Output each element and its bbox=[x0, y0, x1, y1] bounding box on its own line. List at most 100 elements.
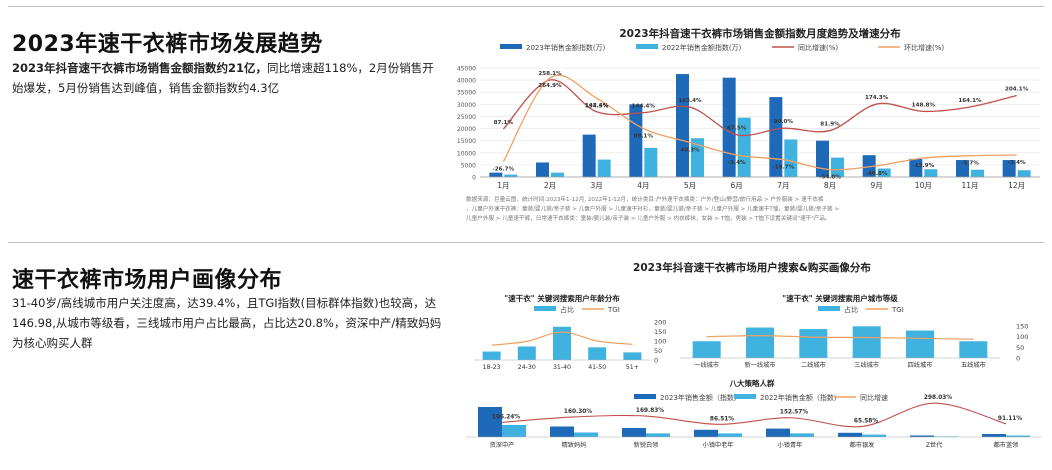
trend-yoy-label: 258.1% bbox=[538, 71, 562, 77]
trend-ytick: 35000 bbox=[457, 90, 476, 97]
trend-bar-2023 bbox=[489, 172, 503, 177]
city-ytick: 50 bbox=[1016, 344, 1024, 352]
profile-chart-title: 2023年抖音速干衣裤市场用户搜索&购买画像分布 bbox=[633, 261, 871, 274]
city-xtick: 五线城市 bbox=[961, 361, 986, 369]
age-legend-share-label: 占比 bbox=[560, 305, 574, 314]
trend-bar-2022 bbox=[597, 159, 611, 177]
groups-growth-label: 86.51% bbox=[710, 416, 734, 422]
section2-title: 速干衣裤市场用户画像分布 bbox=[12, 268, 283, 293]
groups-growth-label: 169.83% bbox=[636, 408, 664, 414]
trend-source-note: 数据来源：巨量云图，统计时间:2023年1-12月, 2022年1-12月，统计… bbox=[466, 195, 824, 203]
age-xtick: 41-50 bbox=[588, 364, 606, 371]
legend-2023-label: 2023年销售金额指数(万) bbox=[526, 43, 606, 52]
groups-xtick: Z世代 bbox=[926, 441, 943, 449]
trend-yoy-label: 147.4% bbox=[585, 103, 609, 109]
groups-chart-subtitle: 八大策略人群 bbox=[729, 378, 775, 388]
groups-xtick: 都市蓝领 bbox=[994, 441, 1019, 449]
trend-xtick: 10月 bbox=[915, 181, 932, 190]
groups-bar-2023 bbox=[982, 434, 1006, 437]
trend-mom-label: -3.4% bbox=[1008, 160, 1026, 166]
age-legend-share-swatch bbox=[534, 306, 556, 311]
trend-mom-label: -40.8% bbox=[866, 171, 888, 177]
city-ytick: 0 bbox=[1016, 355, 1020, 363]
groups-bar-2023 bbox=[550, 426, 574, 437]
city-legend-tgi-label: TGI bbox=[891, 306, 904, 314]
trend-xtick: 12月 bbox=[1008, 181, 1025, 190]
trend-xtick: 3月 bbox=[591, 181, 603, 190]
trend-ytick: 25000 bbox=[457, 114, 476, 121]
groups-growth-label: 152.57% bbox=[780, 410, 808, 416]
trend-xtick: 5月 bbox=[684, 181, 696, 190]
city-chart-subtitle: "速干衣" 关键词搜索用户城市等级 bbox=[782, 293, 898, 303]
city-bar bbox=[959, 341, 988, 358]
city-bar bbox=[692, 341, 721, 358]
trend-ytick: 15000 bbox=[457, 138, 476, 145]
groups-bar-2023 bbox=[910, 435, 934, 437]
trend-ytick: 5000 bbox=[461, 162, 476, 169]
trend-mom-label: -5.7% bbox=[961, 161, 979, 167]
trend-bar-2022 bbox=[1017, 170, 1031, 177]
trend-bar-2022 bbox=[691, 138, 704, 177]
trend-yoy-label: 81.9% bbox=[820, 122, 840, 128]
trend-bar-2023 bbox=[676, 74, 689, 177]
trend-bar-2023 bbox=[536, 162, 549, 177]
groups-growth-line bbox=[501, 402, 1007, 428]
groups-xtick: 都市银发 bbox=[850, 441, 875, 449]
trend-mom-line bbox=[502, 74, 1017, 171]
age-xtick: 31-40 bbox=[553, 364, 571, 371]
age-ytick: 100 bbox=[654, 338, 666, 346]
age-bar bbox=[553, 326, 571, 360]
trend-bar-2023 bbox=[1002, 160, 1016, 177]
groups-xtick: 新锐白领 bbox=[634, 441, 659, 449]
groups-growth-label: 160.30% bbox=[564, 409, 592, 415]
age-legend-tgi-label: TGI bbox=[607, 306, 620, 314]
groups-growth-label: 298.03% bbox=[924, 395, 952, 401]
trend-ytick: 10000 bbox=[457, 150, 476, 157]
trend-bar-2022 bbox=[504, 174, 518, 177]
age-xtick: 51+ bbox=[626, 364, 639, 371]
age-xtick: 24-30 bbox=[518, 364, 536, 371]
trend-bar-2023 bbox=[769, 97, 783, 177]
groups-bar-2023 bbox=[478, 407, 502, 437]
legend-2022-label: 2022年销售金额指数(万) bbox=[662, 43, 742, 52]
trend-yoy-label: 90.0% bbox=[774, 119, 794, 125]
section1-description: 2023年抖音速干衣裤市场销售金额指数约21亿，同比增速超118%，2月份销售开… bbox=[12, 58, 442, 98]
city-xtick: 一线城市 bbox=[694, 361, 719, 369]
trend-bar-2022 bbox=[644, 147, 658, 177]
trend-bar-2022 bbox=[971, 169, 984, 177]
groups-legend-2022-label: 2022年销售金额（指数） bbox=[760, 393, 841, 402]
city-legend-share-swatch bbox=[818, 306, 840, 311]
trend-bar-2022 bbox=[924, 169, 938, 177]
groups-bar-2022 bbox=[502, 425, 526, 437]
city-ytick: 100 bbox=[1016, 333, 1028, 341]
age-ytick: 50 bbox=[654, 347, 662, 355]
section2-description: 31-40岁/高线城市用户关注度高，达39.4%，且TGI指数(目标群体指数)也… bbox=[12, 296, 442, 350]
trend-ytick: 0 bbox=[472, 175, 476, 182]
city-bar bbox=[746, 327, 774, 358]
trend-yoy-label: 67.5% bbox=[727, 126, 747, 132]
groups-bar-2022 bbox=[862, 434, 886, 437]
trend-bar-2022 bbox=[737, 117, 751, 177]
legend-2023-swatch bbox=[500, 44, 522, 49]
city-bar bbox=[799, 329, 828, 358]
trend-mom-label: 40.3% bbox=[680, 147, 700, 153]
city-xtick: 二线城市 bbox=[801, 361, 826, 369]
trend-yoy-label: 148.8% bbox=[912, 102, 936, 108]
trend-bar-2022 bbox=[784, 139, 798, 177]
legend-2022-swatch bbox=[636, 44, 658, 49]
age-ytick: 150 bbox=[654, 328, 666, 336]
groups-bar-2022 bbox=[1006, 435, 1030, 437]
trend-xtick: 4月 bbox=[637, 181, 649, 190]
trend-bar-2023 bbox=[956, 160, 969, 177]
city-xtick: 新一线城市 bbox=[745, 361, 776, 369]
city-xtick: 四线城市 bbox=[908, 361, 933, 369]
trend-mom-label: -54.0% bbox=[819, 175, 841, 181]
trend-yoy-label: 164.1% bbox=[958, 98, 982, 104]
trend-mom-label: -19.7% bbox=[772, 165, 794, 171]
groups-legend-2023-swatch bbox=[634, 394, 656, 399]
section1-lead-bold: 2023年抖音速干衣裤市场销售金额指数约21亿， bbox=[12, 61, 268, 75]
groups-bar-2023 bbox=[766, 428, 790, 437]
trend-mom-label: 194.5% bbox=[585, 103, 609, 109]
trend-yoy-label: 174.3% bbox=[865, 95, 889, 101]
groups-xtick: 小镇青年 bbox=[778, 441, 803, 449]
